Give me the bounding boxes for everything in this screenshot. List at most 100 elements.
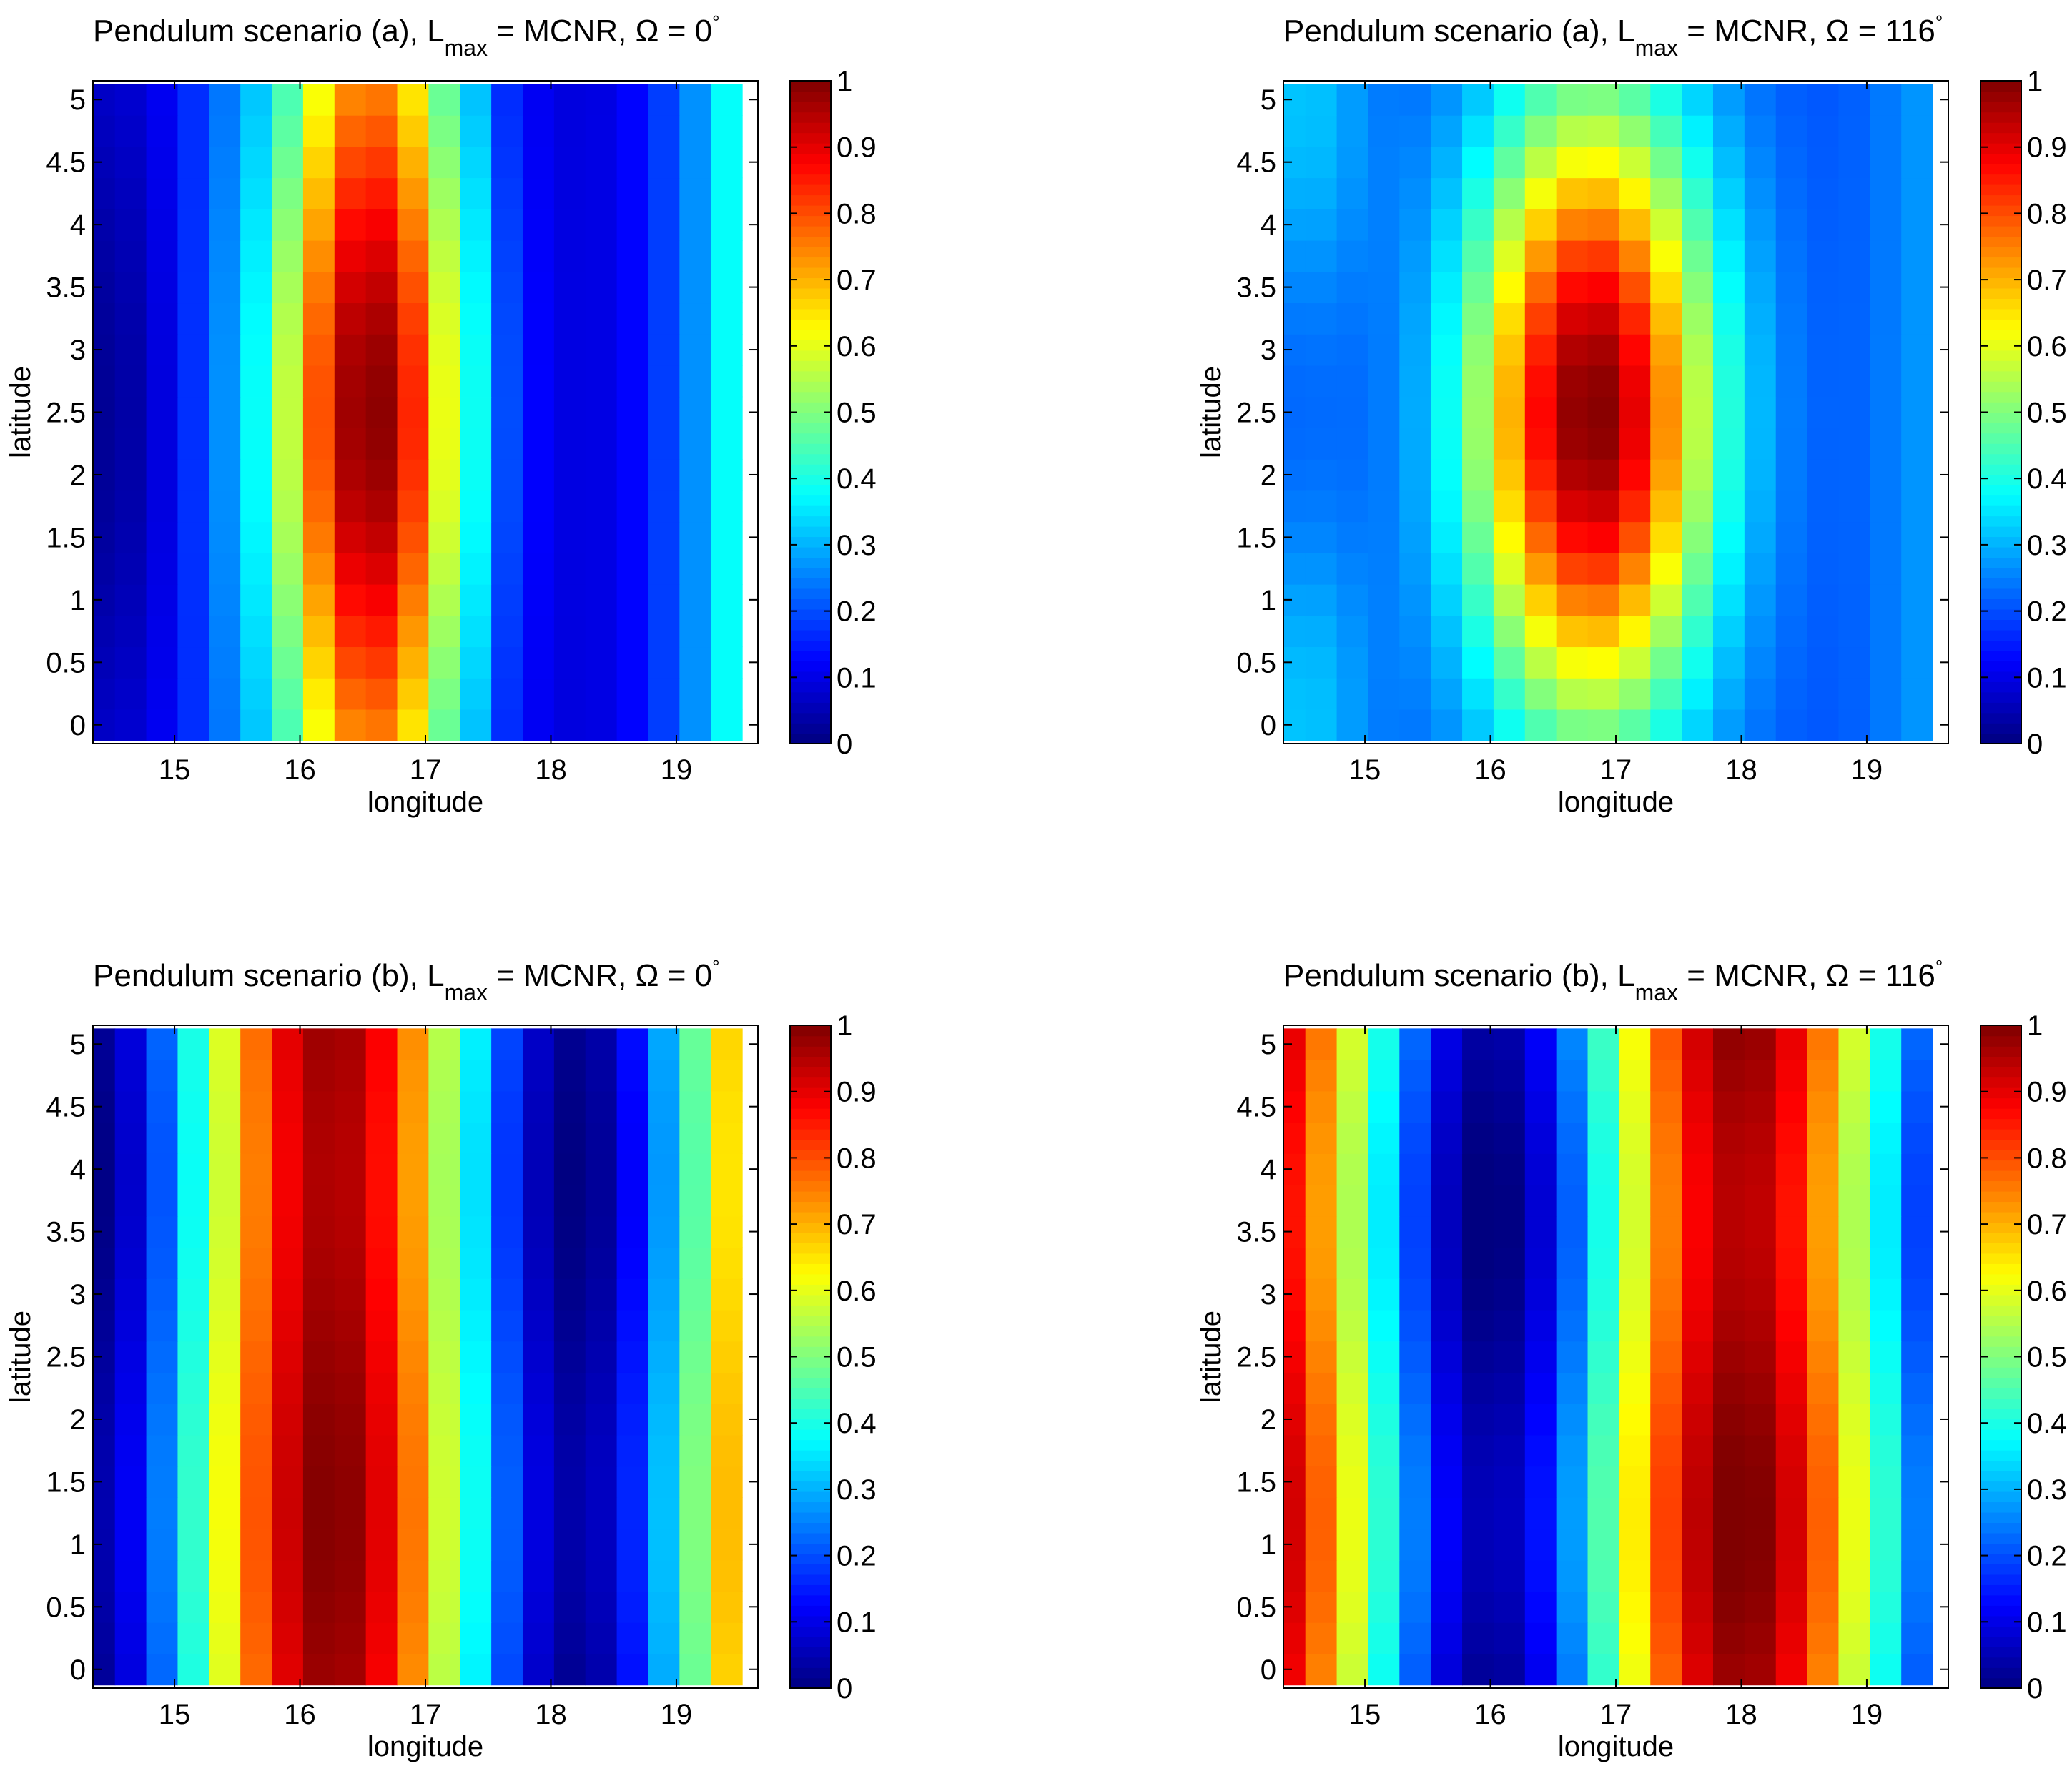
- colorbar-segment: [1980, 526, 2021, 538]
- colorbar-segment: [1980, 733, 2021, 744]
- heatmap-cell: [711, 1434, 743, 1467]
- heatmap-cell: [1838, 1497, 1870, 1529]
- heatmap-cell: [1336, 1028, 1369, 1060]
- heatmap-cell: [93, 1497, 116, 1529]
- heatmap-cell: [1462, 1060, 1494, 1092]
- heatmap-cell: [365, 240, 398, 272]
- heatmap-cell: [1399, 396, 1431, 428]
- heatmap-cell: [1712, 1153, 1745, 1185]
- heatmap-cell: [1462, 459, 1494, 491]
- heatmap-cell: [1556, 177, 1589, 209]
- heatmap-cell: [553, 1372, 586, 1404]
- y-tick-label: 2.5: [1236, 398, 1276, 429]
- colorbar-segment: [1980, 567, 2021, 579]
- heatmap-cell: [1431, 646, 1463, 679]
- heatmap-cell: [1744, 302, 1777, 335]
- heatmap-cell: [1775, 146, 1808, 179]
- heatmap-cell: [240, 84, 272, 116]
- heatmap-cell: [240, 209, 272, 241]
- heatmap-cell: [1587, 1341, 1619, 1373]
- heatmap-cell: [93, 1060, 116, 1092]
- heatmap-cell: [428, 709, 460, 741]
- heatmap-cell: [397, 1559, 429, 1592]
- heatmap-cell: [460, 209, 492, 241]
- heatmap-cell: [711, 1153, 743, 1185]
- heatmap-cell: [1650, 334, 1682, 366]
- heatmap-cell: [648, 1497, 680, 1529]
- colorbar-segment: [1980, 319, 2021, 330]
- heatmap-cell: [648, 1559, 680, 1592]
- colorbar-tick-label: 0: [837, 1673, 852, 1705]
- heatmap-cell: [1524, 1309, 1557, 1342]
- heatmap-cell: [1712, 521, 1745, 553]
- heatmap-cell: [302, 1497, 335, 1529]
- heatmap-cell: [1775, 709, 1808, 741]
- heatmap-cell: [1305, 1309, 1338, 1342]
- heatmap-cell: [1587, 271, 1619, 304]
- heatmap-cell: [1619, 302, 1651, 335]
- heatmap-cell: [1368, 1404, 1400, 1436]
- heatmap-cell: [114, 615, 147, 648]
- heatmap-cell: [1431, 490, 1463, 523]
- heatmap-cell: [460, 240, 492, 272]
- heatmap-cell: [428, 1122, 460, 1154]
- heatmap-cell: [1619, 583, 1651, 616]
- heatmap-cell: [711, 1028, 743, 1060]
- heatmap-cell: [365, 678, 398, 710]
- heatmap-cell: [1619, 678, 1651, 710]
- heatmap-cell: [1870, 209, 1902, 241]
- heatmap-cell: [1283, 302, 1306, 335]
- heatmap-cell: [302, 1528, 335, 1561]
- heatmap-cell: [1744, 1466, 1777, 1498]
- heatmap-cell: [1744, 583, 1777, 616]
- heatmap-cell: [365, 1153, 398, 1185]
- heatmap-cell: [648, 177, 680, 209]
- heatmap-cell: [1305, 1559, 1338, 1592]
- heatmap-cell: [522, 1591, 555, 1623]
- heatmap-cell: [1524, 709, 1557, 741]
- heatmap-cell: [553, 115, 586, 147]
- heatmap-cell: [522, 583, 555, 616]
- heatmap-cell: [1838, 1090, 1870, 1123]
- heatmap-cell: [1462, 428, 1494, 460]
- heatmap-cell: [302, 1309, 335, 1342]
- heatmap-cell: [679, 1622, 711, 1654]
- heatmap-cell: [1775, 1497, 1808, 1529]
- y-tick-label: 2: [70, 460, 86, 491]
- heatmap-cell: [209, 240, 241, 272]
- colorbar-segment: [1980, 1284, 2021, 1296]
- heatmap-cell: [1619, 1497, 1651, 1529]
- heatmap-cell: [553, 1309, 586, 1342]
- colorbar-segment: [1980, 112, 2021, 123]
- heatmap-cell: [1619, 553, 1651, 585]
- heatmap-cell: [1524, 1591, 1557, 1623]
- colorbar-segment: [1980, 681, 2021, 693]
- heatmap-cell: [1712, 1028, 1745, 1060]
- y-axis-label: latitude: [1195, 366, 1227, 458]
- heatmap-cell: [334, 1653, 367, 1686]
- heatmap-cell: [648, 396, 680, 428]
- heatmap-cell: [585, 1309, 618, 1342]
- heatmap-cell: [114, 521, 147, 553]
- colorbar-segment: [790, 319, 831, 330]
- heatmap-cell: [1650, 1341, 1682, 1373]
- heatmap-cell: [1650, 1404, 1682, 1436]
- heatmap-cell: [397, 1372, 429, 1404]
- heatmap-cell: [491, 209, 523, 241]
- heatmap-cell: [177, 428, 209, 460]
- colorbar-tick-label: 0.8: [2027, 1143, 2067, 1174]
- heatmap-cell: [1744, 177, 1777, 209]
- heatmap-cell: [428, 302, 460, 335]
- heatmap-cell: [146, 1341, 179, 1373]
- heatmap-cell: [616, 583, 649, 616]
- heatmap-cell: [1838, 1466, 1870, 1498]
- heatmap-cell: [1305, 1591, 1338, 1623]
- heatmap-cell: [302, 1122, 335, 1154]
- heatmap-cell: [491, 1122, 523, 1154]
- colorbar-segment: [790, 1677, 831, 1689]
- heatmap-cell: [648, 1653, 680, 1686]
- heatmap-cell: [522, 209, 555, 241]
- heatmap-cell: [428, 1466, 460, 1498]
- heatmap-cell: [1744, 1622, 1777, 1654]
- heatmap-cell: [334, 302, 367, 335]
